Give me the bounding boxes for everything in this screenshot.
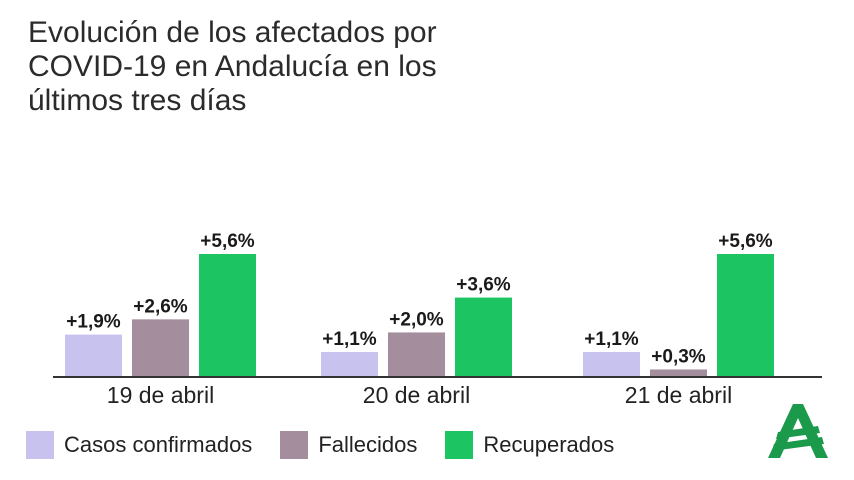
legend-item-fallecidos: Fallecidos	[280, 431, 417, 459]
x-tick-label: 21 de abril	[625, 382, 732, 408]
bar	[321, 352, 378, 376]
bar	[388, 332, 445, 376]
legend-swatch-recuperados	[445, 431, 474, 459]
legend-swatch-fallecidos	[280, 431, 309, 459]
x-tick-label: 19 de abril	[107, 382, 214, 408]
legend-label-fallecidos: Fallecidos	[318, 432, 418, 457]
legend-label-recuperados: Recuperados	[483, 432, 615, 457]
data-label: +1,1%	[322, 329, 377, 350]
data-label: +5,6%	[200, 231, 255, 252]
data-label: +5,6%	[718, 231, 773, 252]
legend-label-casos-confirmados: Casos confirmados	[64, 432, 253, 457]
legend-swatch-casos-confirmados	[26, 431, 54, 459]
data-label: +2,0%	[389, 309, 444, 330]
chart-title: Evolución de los afectados por COVID-19 …	[28, 16, 437, 117]
bar	[199, 254, 256, 376]
bar	[717, 254, 774, 376]
x-tick-label: 20 de abril	[363, 382, 470, 408]
bar	[65, 334, 122, 376]
legend-item-recuperados: Recuperados	[445, 431, 614, 459]
bar	[583, 352, 640, 376]
bar	[650, 369, 707, 376]
data-label: +3,6%	[456, 275, 511, 296]
logo-crossbar-lower	[772, 437, 824, 451]
logo-crossbar-upper	[776, 426, 820, 439]
junta-de-andalucia-logo-icon	[768, 404, 828, 458]
legend-item-casos-confirmados: Casos confirmados	[26, 431, 252, 459]
data-label: +1,1%	[584, 329, 639, 350]
bar-chart: +1,9% +2,6% +5,6% 19 de abril +1,1% +2,0% +3,6…	[53, 231, 822, 408]
data-label: +1,9%	[66, 312, 121, 333]
data-label: +0,3%	[651, 346, 706, 367]
bar	[132, 319, 189, 376]
chart-legend: Casos confirmados Fallecidos Recuperados	[26, 428, 642, 462]
bar	[455, 297, 512, 376]
data-label: +2,6%	[133, 296, 188, 317]
